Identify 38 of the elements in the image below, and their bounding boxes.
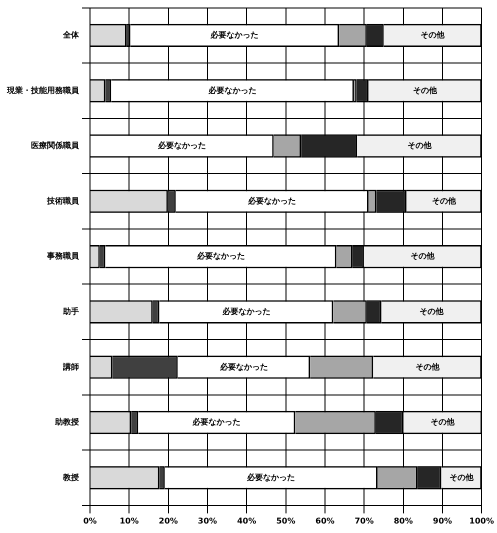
text: 必要なかった [222,306,270,316]
y-tick-label: 技術職員 [46,196,80,206]
text: 必要なかった [210,30,259,40]
y-tick-label: 助手 [62,306,79,316]
x-tick-label: 80% [394,516,413,526]
text: その他 [415,362,440,372]
x-tick-label: 10% [120,516,139,526]
x-tick-label: 70% [354,516,374,526]
x-tick-label: 40% [237,516,256,526]
text: その他 [430,418,455,427]
text: その他 [420,306,444,316]
text: その他 [407,141,432,150]
text: 必要なかった [247,472,296,482]
text: 必要なかった [192,418,241,427]
x-tick-label: 30% [198,516,218,526]
text: 必要なかった [158,141,206,150]
text: 必要なかった [248,196,296,206]
x-tick-label: 100% [469,516,494,526]
text: その他 [432,196,456,206]
text: その他 [420,30,445,40]
series-label: 必要なかった [208,86,257,95]
y-tick-label: 全体 [62,30,80,40]
series-label: その他 [413,86,438,95]
y-tick-label: 現業・技能用務職員 [6,86,80,95]
y-tick-label: 医療関係職員 [31,140,80,150]
text: 必要なかった [220,362,268,372]
y-tick-label: 講師 [62,362,79,372]
text: その他 [410,252,435,261]
text: その他 [449,472,474,482]
x-tick-label: 0% [83,516,97,526]
y-tick-label: 教授 [62,472,80,482]
x-tick-label: 50% [276,516,296,526]
x-tick-label: 60% [315,516,335,526]
text: 必要なかった [196,252,245,261]
y-tick-label: 事務職員 [46,252,80,261]
x-tick-label: 20% [158,516,178,526]
x-tick-label: 90% [432,516,452,526]
y-tick-label: 助教授 [54,418,80,427]
